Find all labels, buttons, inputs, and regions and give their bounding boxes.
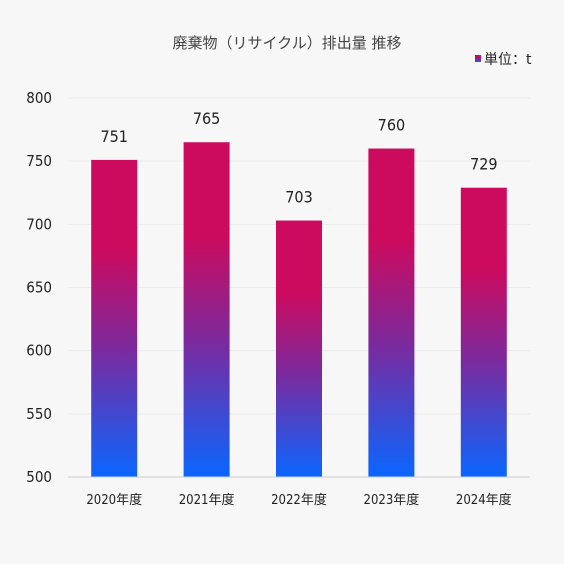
x-tick-label: 2023年度: [364, 492, 420, 508]
bar: [368, 148, 415, 478]
chart-title: 廃棄物（リサイクル）排出量 推移: [172, 34, 401, 52]
x-tick-label: 2020年度: [86, 492, 142, 508]
data-label: 765: [193, 109, 220, 128]
bar: [91, 159, 138, 478]
data-label: 751: [100, 127, 127, 146]
data-label: 729: [470, 155, 497, 174]
x-tick-label: 2022年度: [271, 492, 327, 508]
y-tick-label: 550: [26, 405, 52, 423]
y-tick-label: 650: [26, 279, 52, 297]
data-label: 703: [285, 188, 312, 207]
data-labels: 751 765 703 760 729: [100, 109, 497, 206]
data-label: 760: [378, 116, 405, 135]
x-tick-label: 2021年度: [179, 492, 235, 508]
bar: [183, 142, 230, 477]
y-tick-label: 600: [26, 342, 52, 360]
legend-swatch: [475, 55, 481, 62]
bar: [460, 187, 507, 478]
x-axis-ticks: 2020年度 2021年度 2022年度 2023年度 2024年度: [86, 492, 511, 508]
legend: 単位：t: [475, 52, 532, 68]
bar: [276, 220, 322, 477]
legend-label: 単位：t: [484, 52, 532, 68]
y-tick-label: 750: [26, 152, 52, 170]
y-tick-label: 800: [26, 89, 52, 107]
y-axis-ticks: 500 550 600 650 700 750 800: [26, 89, 52, 486]
y-tick-label: 700: [26, 215, 52, 233]
x-tick-label: 2024年度: [456, 492, 512, 508]
y-tick-label: 500: [26, 468, 52, 486]
bars: [91, 142, 507, 478]
